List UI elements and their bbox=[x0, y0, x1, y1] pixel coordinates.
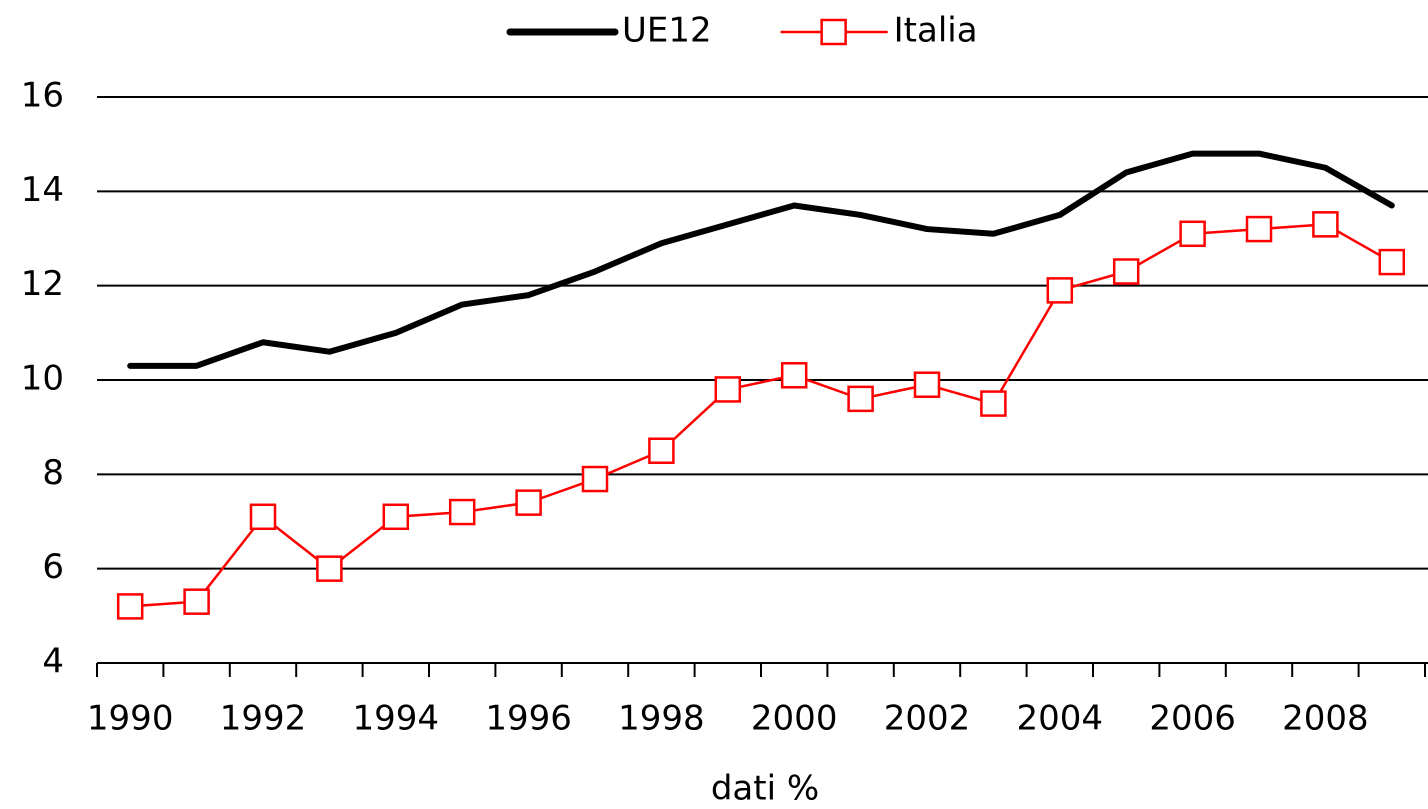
x-tick-label: 2000 bbox=[751, 699, 838, 739]
point-marker bbox=[1046, 277, 1074, 304]
x-tick-label: 1998 bbox=[618, 699, 705, 739]
point-marker bbox=[1378, 248, 1406, 276]
point-marker bbox=[1245, 215, 1273, 243]
point-marker bbox=[648, 437, 675, 464]
x-tick-label: 2002 bbox=[884, 699, 971, 739]
series-line bbox=[127, 150, 1395, 369]
x-axis-label: dati % bbox=[711, 769, 819, 809]
y-tick-label: 8 bbox=[42, 453, 64, 493]
point-marker bbox=[183, 588, 210, 615]
point-marker bbox=[1312, 211, 1339, 238]
point-marker bbox=[581, 465, 609, 493]
x-tick-label: 2004 bbox=[1017, 699, 1104, 739]
point-marker bbox=[780, 362, 808, 389]
y-tick-label: 16 bbox=[21, 76, 64, 116]
y-tick-label: 6 bbox=[42, 547, 64, 587]
series-line bbox=[128, 223, 1394, 608]
point-marker bbox=[515, 489, 542, 516]
point-marker bbox=[714, 376, 742, 403]
point-marker bbox=[116, 593, 144, 620]
point-marker bbox=[448, 498, 476, 526]
y-tick-label: 12 bbox=[21, 264, 64, 304]
point-marker bbox=[847, 385, 874, 413]
point-marker bbox=[1179, 220, 1206, 248]
x-tick-label: 1992 bbox=[220, 699, 307, 739]
y-tick-label: 14 bbox=[21, 170, 64, 210]
x-tick-label: 2006 bbox=[1149, 699, 1236, 739]
x-tick-label: 2008 bbox=[1282, 699, 1369, 739]
legend-marker bbox=[820, 18, 847, 46]
point-marker bbox=[382, 503, 410, 531]
y-tick-label: 4 bbox=[42, 642, 64, 682]
legend-label: Italia bbox=[894, 11, 978, 51]
point-marker bbox=[1112, 258, 1140, 285]
y-tick-label: 10 bbox=[21, 359, 64, 399]
x-tick-label: 1996 bbox=[485, 699, 572, 739]
point-marker bbox=[316, 555, 343, 582]
point-marker bbox=[980, 390, 1007, 417]
point-marker bbox=[913, 371, 941, 398]
x-tick-label: 1990 bbox=[87, 699, 174, 739]
point-marker bbox=[249, 503, 277, 531]
legend-label: UE12 bbox=[622, 11, 712, 51]
x-tick-label: 1994 bbox=[353, 699, 440, 739]
